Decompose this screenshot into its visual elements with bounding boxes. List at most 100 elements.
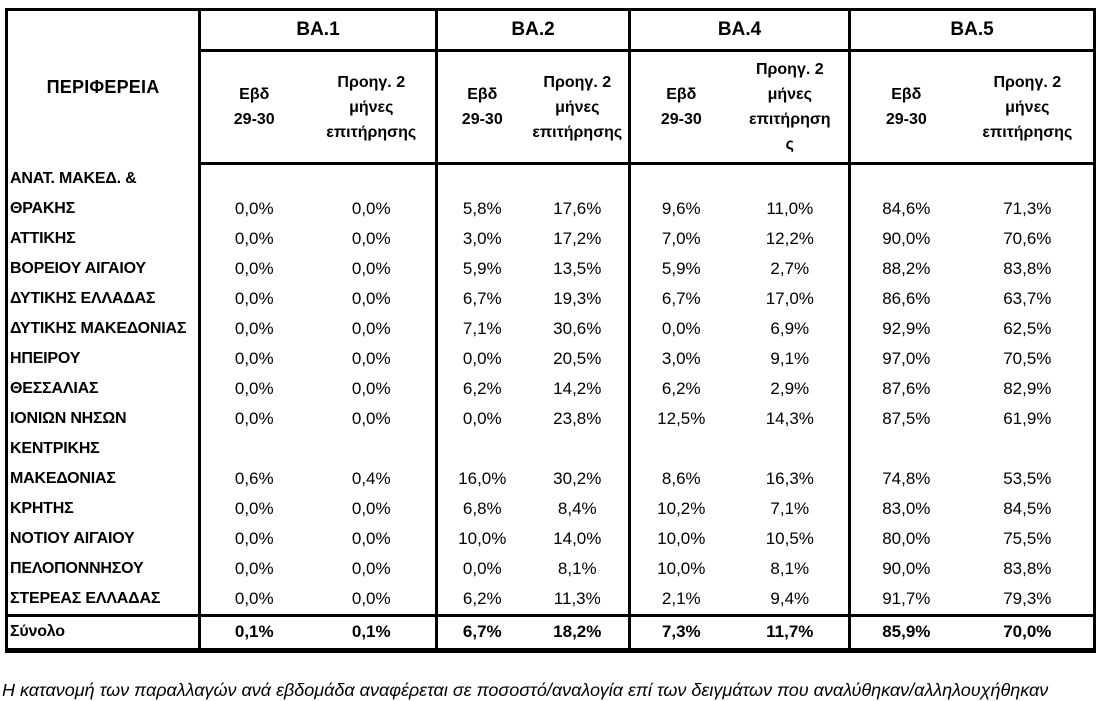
value-cell: 0,0% — [351, 498, 391, 518]
value-cell: 92,9% — [848, 313, 962, 344]
value-cell: 0,0% — [198, 523, 308, 554]
value-cell: 0,0% — [198, 343, 308, 374]
value-cell: 0,0% — [351, 288, 391, 308]
value-cell: 8,1% — [770, 558, 810, 578]
value-cell: 83,8% — [1003, 558, 1052, 578]
value-cell: 84,5% — [1003, 498, 1052, 518]
region-name: ΣΤΕΡΕΑΣ ΕΛΛΑΔΑΣ — [6, 583, 201, 615]
value-cell: 8,4% — [557, 498, 597, 518]
variant-group-header: BA.2 — [435, 9, 630, 52]
value-cell: 74,8% — [848, 433, 962, 494]
value-cell: 3,0% — [628, 343, 732, 374]
value-cell: 6,8% — [435, 493, 527, 524]
value-cell: 75,5% — [1003, 528, 1052, 548]
value-cell: 6,2% — [628, 373, 732, 404]
value-cell: 10,0% — [435, 523, 527, 554]
table-row: ΘΕΣΣΑΛΙΑΣ 0,0% 0,0% 6,2% 14,2% 6,2% 2,9% 87,6% 8… — [6, 373, 1095, 404]
value-cell: 6,7% — [435, 283, 527, 314]
region-name: ΠΕΛΟΠΟΝΝΗΣΟΥ — [6, 553, 201, 584]
value-cell: 17,6% — [553, 198, 602, 218]
value-cell: 0,0% — [198, 373, 308, 404]
value-cell: 0,0% — [351, 348, 391, 368]
variant-distribution-table: ΠΕΡΙΦΕΡΕΙΑ BA.1 BA.2 BA.4 BA.5 Εβδ 29-30 Προηγ… — [5, 8, 1097, 653]
value-cell: 17,2% — [553, 228, 602, 248]
total-value-cell: 11,7% — [731, 613, 850, 650]
value-cell: 17,0% — [765, 288, 814, 308]
value-cell: 84,6% — [848, 163, 962, 224]
value-cell: 0,0% — [351, 528, 391, 548]
table-row: ΚΡΗΤΗΣ 0,0% 0,0% 6,8% 8,4% 10,2% 7,1% 83,0% 84,5… — [6, 493, 1095, 524]
value-cell: 11,3% — [553, 588, 601, 608]
value-cell: 8,6% — [628, 433, 732, 494]
table-row: ΔΥΤΙΚΗΣ ΕΛΛΑΔΑΣ 0,0% 0,0% 6,7% 19,3% 6,7% 17,0… — [6, 283, 1095, 314]
table-row: ΚΕΝΤΡΙΚΗΣ ΜΑΚΕΔΟΝΙΑΣ 0,6% 0,4% 16,0% 30,2% 8,… — [6, 433, 1095, 494]
subcolumn-header: Προηγ. 2 μήνες επιτήρησης — [526, 50, 630, 165]
value-cell: 0,4% — [351, 468, 391, 488]
value-cell: 87,5% — [848, 403, 962, 434]
subcolumn-header: Προηγ. 2 μήνες επιτήρησης — [961, 50, 1095, 165]
table-row: ΣΤΕΡΕΑΣ ΕΛΛΑΔΑΣ 0,0% 0,0% 6,2% 11,3% 2,1% 9,4%… — [6, 583, 1095, 615]
value-cell: 19,3% — [553, 288, 602, 308]
value-cell: 0,0% — [198, 553, 308, 584]
value-cell: 79,3% — [1003, 588, 1052, 608]
region-column-header: ΠΕΡΙΦΕΡΕΙΑ — [6, 9, 201, 164]
value-cell: 62,5% — [1003, 318, 1052, 338]
value-cell: 0,0% — [351, 228, 391, 248]
value-cell: 23,8% — [553, 408, 602, 428]
value-cell: 5,9% — [435, 253, 527, 284]
region-name: ΗΠΕΙΡΟΥ — [6, 343, 201, 374]
value-cell: 3,0% — [435, 223, 527, 254]
total-value-cell: 70,0% — [961, 613, 1095, 650]
table-row: ΑΤΤΙΚΗΣ 0,0% 0,0% 3,0% 17,2% 7,0% 12,2% 90,0% 70… — [6, 223, 1095, 254]
value-cell: 70,6% — [1003, 228, 1052, 248]
value-cell: 8,1% — [557, 558, 597, 578]
region-name: ΙΟΝΙΩΝ ΝΗΣΩΝ — [6, 403, 201, 434]
value-cell: 2,7% — [770, 258, 810, 278]
value-cell: 11,0% — [766, 198, 814, 218]
total-value-cell: 0,1% — [198, 613, 308, 650]
value-cell: 88,2% — [848, 253, 962, 284]
value-cell: 6,9% — [770, 318, 810, 338]
variant-group-header: BA.1 — [197, 9, 437, 52]
region-name: ΔΥΤΙΚΗΣ ΜΑΚΕΔΟΝΙΑΣ — [6, 313, 201, 344]
value-cell: 82,9% — [1003, 378, 1052, 398]
value-cell: 30,6% — [553, 318, 602, 338]
value-cell: 90,0% — [848, 553, 962, 584]
table-row: ΑΝΑΤ. ΜΑΚΕΔ. & ΘΡΑΚΗΣ 0,0% 0,0% 5,8% 17,6% 9,… — [6, 163, 1095, 224]
value-cell: 6,2% — [435, 373, 527, 404]
value-cell: 10,2% — [628, 493, 732, 524]
value-cell: 20,5% — [553, 348, 602, 368]
total-value-cell: 85,9% — [848, 613, 962, 650]
value-cell: 7,0% — [628, 223, 732, 254]
value-cell: 14,3% — [765, 408, 814, 428]
table-row: ΒΟΡΕΙΟΥ ΑΙΓΑΙΟΥ 0,0% 0,0% 5,9% 13,5% 5,9% 2,7%… — [6, 253, 1095, 284]
value-cell: 0,0% — [351, 378, 391, 398]
value-cell: 2,9% — [770, 378, 810, 398]
value-cell: 0,0% — [198, 253, 308, 284]
value-cell: 14,2% — [553, 378, 602, 398]
value-cell: 0,0% — [435, 403, 527, 434]
variant-group-header: BA.4 — [628, 9, 850, 52]
value-cell: 61,9% — [1003, 408, 1052, 428]
region-name: ΑΤΤΙΚΗΣ — [6, 223, 201, 254]
value-cell: 16,3% — [765, 468, 814, 488]
value-cell: 0,0% — [198, 583, 308, 615]
value-cell: 83,0% — [848, 493, 962, 524]
value-cell: 0,0% — [628, 313, 732, 344]
value-cell: 0,0% — [198, 313, 308, 344]
value-cell: 5,8% — [435, 163, 527, 224]
value-cell: 0,0% — [198, 163, 308, 224]
value-cell: 6,2% — [435, 583, 527, 615]
table-row: ΠΕΛΟΠΟΝΝΗΣΟΥ 0,0% 0,0% 0,0% 8,1% 10,0% 8,1% 90,… — [6, 553, 1095, 584]
region-name: ΚΕΝΤΡΙΚΗΣ ΜΑΚΕΔΟΝΙΑΣ — [6, 433, 201, 494]
value-cell: 16,0% — [435, 433, 527, 494]
value-cell: 12,5% — [628, 403, 732, 434]
value-cell: 0,0% — [351, 198, 391, 218]
value-cell: 0,0% — [198, 283, 308, 314]
value-cell: 2,1% — [628, 583, 732, 615]
header-group-row: ΠΕΡΙΦΕΡΕΙΑ BA.1 BA.2 BA.4 BA.5 — [6, 9, 1095, 164]
value-cell: 0,0% — [351, 558, 391, 578]
value-cell: 12,2% — [765, 228, 814, 248]
value-cell: 63,7% — [1003, 288, 1052, 308]
